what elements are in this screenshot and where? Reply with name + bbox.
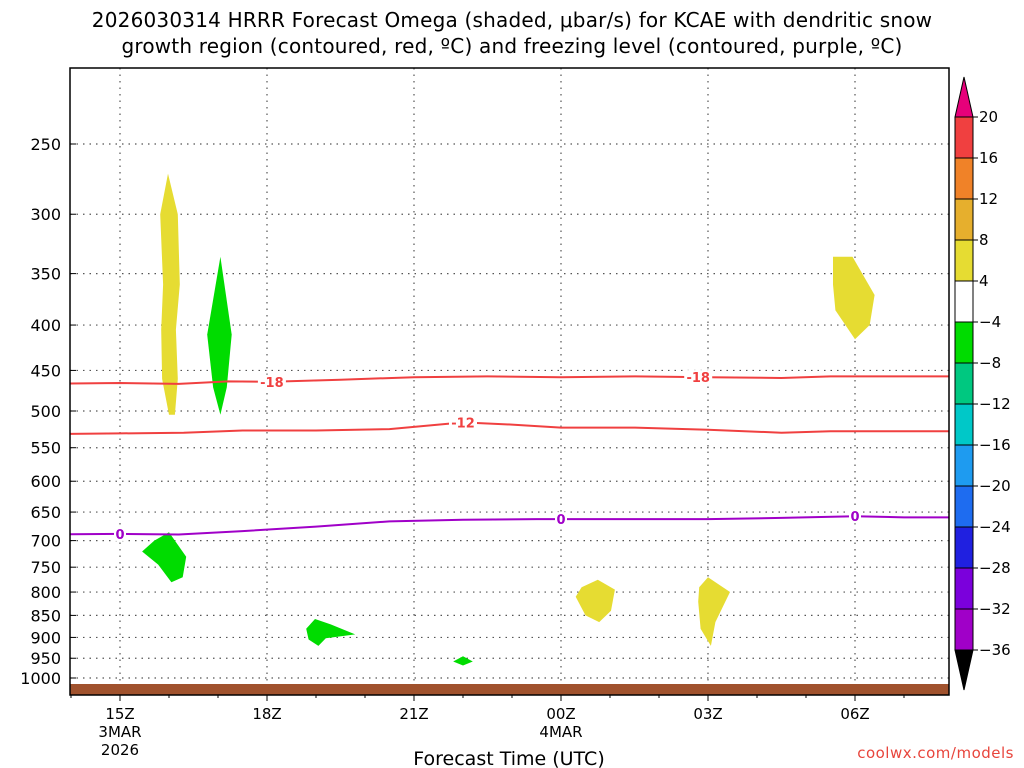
y-tick-label: 800: [30, 583, 61, 602]
omega-feature-upward: [698, 577, 730, 646]
colorbar-tick-label: −20: [979, 477, 1011, 495]
terrain-strip: [70, 684, 949, 695]
colorbar-tick-label: −16: [979, 436, 1011, 454]
colorbar-tick-label: 8: [979, 231, 989, 249]
colorbar-box: [954, 116, 974, 159]
y-tick-label: 850: [30, 606, 61, 625]
colorbar-over-arrow: [954, 76, 974, 118]
contour-label: 0: [115, 528, 124, 543]
y-tick-label: 600: [30, 472, 61, 491]
y-tick-label: 550: [30, 439, 61, 458]
colorbar-box: [954, 198, 974, 241]
y-tick-label: 900: [30, 628, 61, 647]
colorbar-box: [954, 157, 974, 200]
chart-title-line-1: 2026030314 HRRR Forecast Omega (shaded, …: [91, 8, 933, 32]
plot-area: -18 -18 -12 0 0 0: [70, 68, 949, 695]
colorbar-box: [954, 362, 974, 405]
colorbar-box: [954, 239, 974, 282]
x-tick-label: 15Z: [105, 705, 134, 723]
x-axis-label: Forecast Time (UTC): [413, 748, 604, 768]
omega-feature-upward: [160, 173, 180, 415]
y-tick-label: 250: [30, 135, 61, 154]
x-tick-sublabel: 3MAR: [98, 723, 141, 741]
colorbar-tick-label: −12: [979, 395, 1011, 413]
colorbar-tick-label: −24: [979, 518, 1011, 536]
colorbar-box: [954, 526, 974, 569]
colorbar-box: [954, 444, 974, 487]
colorbar-tick-label: −36: [979, 641, 1011, 659]
y-tick-label: 700: [30, 532, 61, 551]
y-tick-label: 650: [30, 503, 61, 522]
x-tick-label: 21Z: [399, 705, 428, 723]
colorbar-box: [954, 280, 974, 323]
x-tick-label: 18Z: [252, 705, 281, 723]
y-tick-label: 300: [30, 205, 61, 224]
contour-label-bg: [114, 526, 126, 541]
contour-label-bg: [555, 512, 567, 527]
omega-feature-downward: [142, 532, 187, 583]
chart-title-line-2: growth region (contoured, red, ºC) and f…: [121, 34, 903, 58]
contour-label: 0: [556, 513, 565, 528]
contour-label-bg: [684, 370, 713, 385]
colorbar-box: [954, 403, 974, 446]
omega-feature-upward: [575, 579, 615, 623]
colorbar-tick-label: −28: [979, 559, 1011, 577]
x-tick-sublabel: 2026: [101, 741, 139, 759]
contour-label: 0: [850, 510, 859, 525]
contour-label-bg: [257, 374, 286, 389]
omega-feature-downward: [306, 619, 356, 646]
y-tick-label: 500: [30, 402, 61, 421]
contour-label-bg: [849, 509, 861, 524]
colorbar-tick-label: 12: [979, 190, 998, 208]
omega-feature-upward: [833, 256, 875, 340]
x-tick-label: 03Z: [693, 705, 722, 723]
colorbar-box: [954, 321, 974, 364]
contour-label: -18: [260, 376, 284, 391]
y-tick-label: 450: [30, 361, 61, 380]
colorbar-tick-label: −32: [979, 600, 1011, 618]
y-tick-label: 400: [30, 316, 61, 335]
contour-line--12: [70, 421, 949, 435]
contour-label-bg: [449, 415, 477, 430]
colorbar-box: [954, 608, 974, 651]
contour-label: -12: [451, 416, 475, 431]
colorbar-tick-label: 16: [979, 149, 998, 167]
omega-feature-downward: [207, 256, 232, 415]
plot-frame: [69, 67, 950, 696]
colorbar-tick-label: −8: [979, 354, 1001, 372]
x-tick-sublabel: 4MAR: [539, 723, 582, 741]
colorbar-under-arrow: [954, 649, 974, 691]
contour-label: -18: [686, 371, 710, 386]
x-tick-label: 06Z: [840, 705, 869, 723]
y-tick-label: 750: [30, 558, 61, 577]
x-tick-label: 00Z: [546, 705, 575, 723]
contour-line-0: [70, 515, 949, 536]
colorbar-tick-label: 4: [979, 272, 989, 290]
omega-feature-downward: [453, 656, 473, 666]
y-tick-label: 950: [30, 649, 61, 668]
site-watermark: coolwx.com/models: [857, 744, 1014, 762]
y-tick-label: 1000: [20, 669, 61, 688]
colorbar-box: [954, 567, 974, 610]
colorbar-tick-label: 20: [979, 108, 998, 126]
y-tick-label: 350: [30, 265, 61, 284]
contour-line--18: [70, 375, 949, 385]
colorbar-box: [954, 485, 974, 528]
colorbar-tick-label: −4: [979, 313, 1001, 331]
